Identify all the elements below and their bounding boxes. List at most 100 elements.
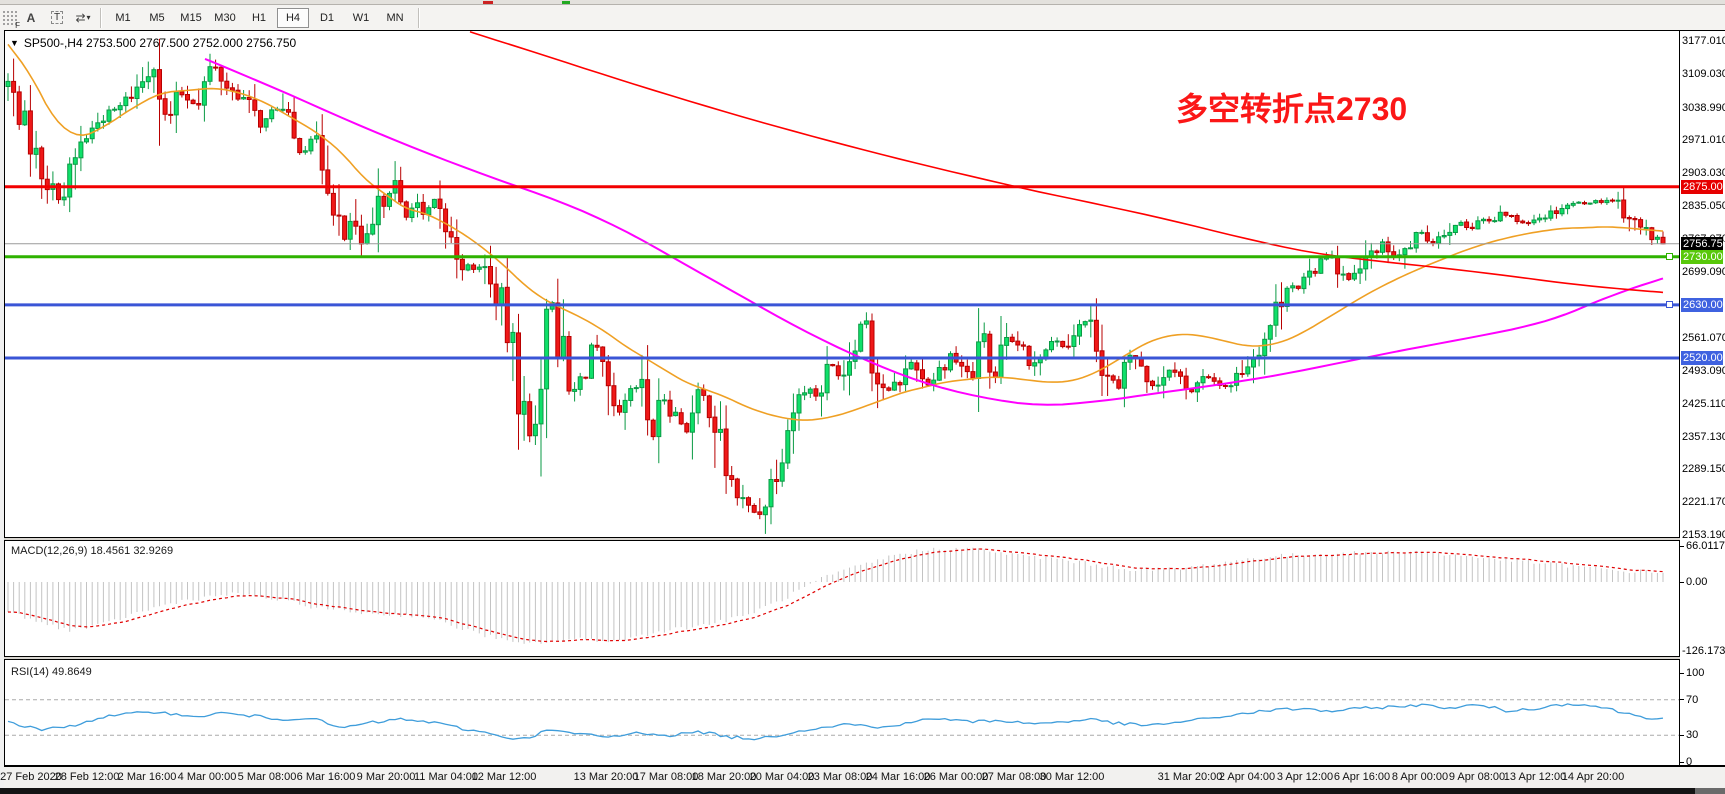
price-tick-3109.030: 3109.030 [1682, 67, 1725, 80]
price-tick-2903.030: 2903.030 [1682, 167, 1725, 180]
time-axis-separator [4, 765, 1725, 767]
time-label-26-Mar-00-00: 26 Mar 00:00 [923, 771, 989, 783]
price-axis[interactable]: 3177.010 3109.030 3038.990 2971.010 2903.030… [1680, 31, 1725, 768]
timeframe-button-h4[interactable]: H4 [277, 7, 309, 28]
price-tick-2835.050: 2835.050 [1682, 200, 1725, 212]
candles[interactable] [5, 38, 1666, 534]
price-tick-3177.010: 3177.010 [1682, 35, 1725, 47]
price-badge-2520.000: 2520.000 [1681, 351, 1725, 365]
swap-arrows-icon[interactable]: ⇄ ▾ [75, 10, 91, 25]
rsi-pane[interactable] [5, 660, 1679, 765]
macd-value-main: 18.4561 [90, 545, 131, 557]
text-box-icon[interactable]: T [45, 8, 69, 27]
rsi-line [7, 703, 1664, 741]
green-fragment [562, 1, 570, 4]
time-label-13-Apr-12-00: 13 Apr 12:00 [1503, 771, 1567, 783]
price-chart-pane[interactable] [5, 31, 1679, 537]
price-tick-2357.130: 2357.130 [1682, 430, 1725, 443]
price-tick-2971.010: 2971.010 [1682, 134, 1725, 147]
time-label-13-Mar-20-00: 13 Mar 20:00 [573, 771, 639, 783]
time-label-4-Mar-00-00: 4 Mar 00:00 [177, 771, 237, 783]
macd-value-signal: 32.9269 [133, 545, 174, 557]
macd-axis--126.173: -126.173 [1682, 644, 1725, 657]
time-label-27-Feb-2020: 27 Feb 2020 [0, 771, 62, 783]
time-label-9-Mar-20-00: 9 Mar 20:00 [356, 771, 416, 783]
ma-mid [204, 57, 1664, 406]
chart-title-text: SP500-,H4 2753.500 2767.500 2752.000 275… [23, 36, 297, 50]
chart-title: ▼ SP500-,H4 2753.500 2767.500 2752.000 2… [10, 36, 296, 50]
price-badge-2630.000: 2630.000 [1681, 297, 1725, 312]
timeframe-button-m1[interactable]: M1 [115, 11, 131, 24]
ma-fast [7, 43, 1664, 421]
time-label-3-Apr-12-00: 3 Apr 12:00 [1276, 771, 1334, 783]
timeframe-button-d1[interactable]: D1 [319, 11, 335, 24]
price-axis-separator [1679, 31, 1680, 788]
macd-pane[interactable] [5, 541, 1679, 656]
time-label-31-Mar-20-00: 31 Mar 20:00 [1157, 771, 1223, 783]
price-chart-canvas[interactable] [5, 31, 1679, 537]
chart-window-border-top [4, 30, 1725, 31]
timeframe-button-m30[interactable]: M30 [214, 11, 236, 24]
dropdown-caret-icon[interactable]: ▾ [86, 13, 91, 22]
price-tick-2561.070: 2561.070 [1682, 332, 1725, 345]
time-label-2-Mar-16-00: 2 Mar 16:00 [117, 771, 177, 783]
time-label-2-Apr-04-00: 2 Apr 04:00 [1218, 771, 1276, 783]
price-tick-2425.110: 2425.110 [1682, 397, 1725, 410]
rsi-canvas[interactable] [5, 660, 1679, 765]
price-badge-2875.000: 2875.000 [1681, 179, 1725, 194]
top-cutoff-strip [0, 0, 1725, 5]
macd-canvas[interactable] [5, 541, 1679, 656]
price-tick-2289.150: 2289.150 [1682, 463, 1725, 476]
line-handle-2730[interactable] [1666, 253, 1673, 261]
price-tick-2153.190: 2153.190 [1682, 529, 1725, 541]
time-label-23-Mar-08-00: 23 Mar 08:00 [807, 771, 873, 783]
timeframe-buttons: M1 M5 M15 M30 H1 H4 D1 W1 MN [106, 7, 412, 28]
toolbar: F A T ⇄ ▾ M1 M5 M15 M30 H1 H4 D1 W1 MN [0, 5, 1725, 30]
chart-window-border-left [4, 30, 5, 788]
pane-splitter-2[interactable] [4, 656, 1725, 660]
toolbar-separator-2 [418, 7, 420, 28]
chart-annotation: 多空转折点2730 [1176, 91, 1408, 127]
time-label-8-Apr-00-00: 8 Apr 00:00 [1391, 771, 1449, 783]
rsi-axis-0: 0 [1680, 756, 1725, 769]
macd-axis-0.00: 0.00 [1680, 576, 1725, 589]
red-fragment [483, 1, 493, 4]
price-tick-2493.090: 2493.090 [1682, 365, 1725, 377]
line-handle-2630[interactable] [1666, 301, 1673, 309]
time-label-27-Mar-08-00: 27 Mar 08:00 [981, 771, 1047, 783]
bottom-edge-endcap [1695, 788, 1725, 794]
rsi-axis-70: 70 [1680, 693, 1725, 706]
rsi-label: RSI(14) 49.8649 [11, 666, 92, 678]
timeframe-button-m5[interactable]: M5 [149, 11, 165, 24]
timeframe-button-h1[interactable]: H1 [251, 11, 267, 24]
price-tick-3038.990: 3038.990 [1682, 101, 1725, 114]
macd-label: MACD(12,26,9) 18.4561 32.9269 [11, 545, 174, 557]
timeframe-button-mn[interactable]: MN [386, 11, 404, 24]
time-label-24-Mar-16-00: 24 Mar 16:00 [865, 771, 931, 783]
macd-signal-line [7, 548, 1664, 643]
time-label-5-Mar-08-00: 5 Mar 08:00 [237, 771, 297, 783]
pane-splitter-1[interactable] [4, 537, 1725, 541]
symbol-dropdown-icon[interactable]: ▼ [10, 38, 19, 48]
timeframe-button-w1[interactable]: W1 [352, 11, 370, 24]
timeframe-button-m15[interactable]: M15 [180, 11, 202, 24]
ma-slow [469, 31, 1664, 294]
macd-axis-66.0117: 66.0117 [1680, 540, 1725, 553]
rsi-axis-30: 30 [1680, 729, 1725, 742]
window-bottom-edge [0, 788, 1725, 794]
price-tick-2699.090: 2699.090 [1682, 265, 1725, 278]
time-label-30-Mar-12-00: 30 Mar 12:00 [1039, 771, 1105, 783]
macd-histogram [7, 547, 1664, 644]
time-label-17-Mar-08-00: 17 Mar 08:00 [633, 771, 699, 783]
time-label-6-Mar-16-00: 6 Mar 16:00 [296, 771, 356, 783]
time-label-18-Mar-20-00: 18 Mar 20:00 [691, 771, 757, 783]
toolbar-separator [100, 7, 102, 28]
time-label-28-Feb-12-00: 28 Feb 12:00 [54, 771, 120, 783]
time-label-9-Apr-08-00: 9 Apr 08:00 [1448, 771, 1506, 783]
time-label-20-Mar-04-00: 20 Mar 04:00 [749, 771, 815, 783]
rsi-value: 49.8649 [51, 666, 92, 678]
time-label-11-Mar-04-00: 11 Mar 04:00 [413, 771, 479, 783]
time-label-14-Apr-20-00: 14 Apr 20:00 [1561, 771, 1625, 783]
time-axis[interactable]: 27 Feb 2020 28 Feb 12:00 2 Mar 16:00 4 Mar … [0, 767, 1725, 788]
text-a-icon[interactable]: A [26, 10, 36, 25]
